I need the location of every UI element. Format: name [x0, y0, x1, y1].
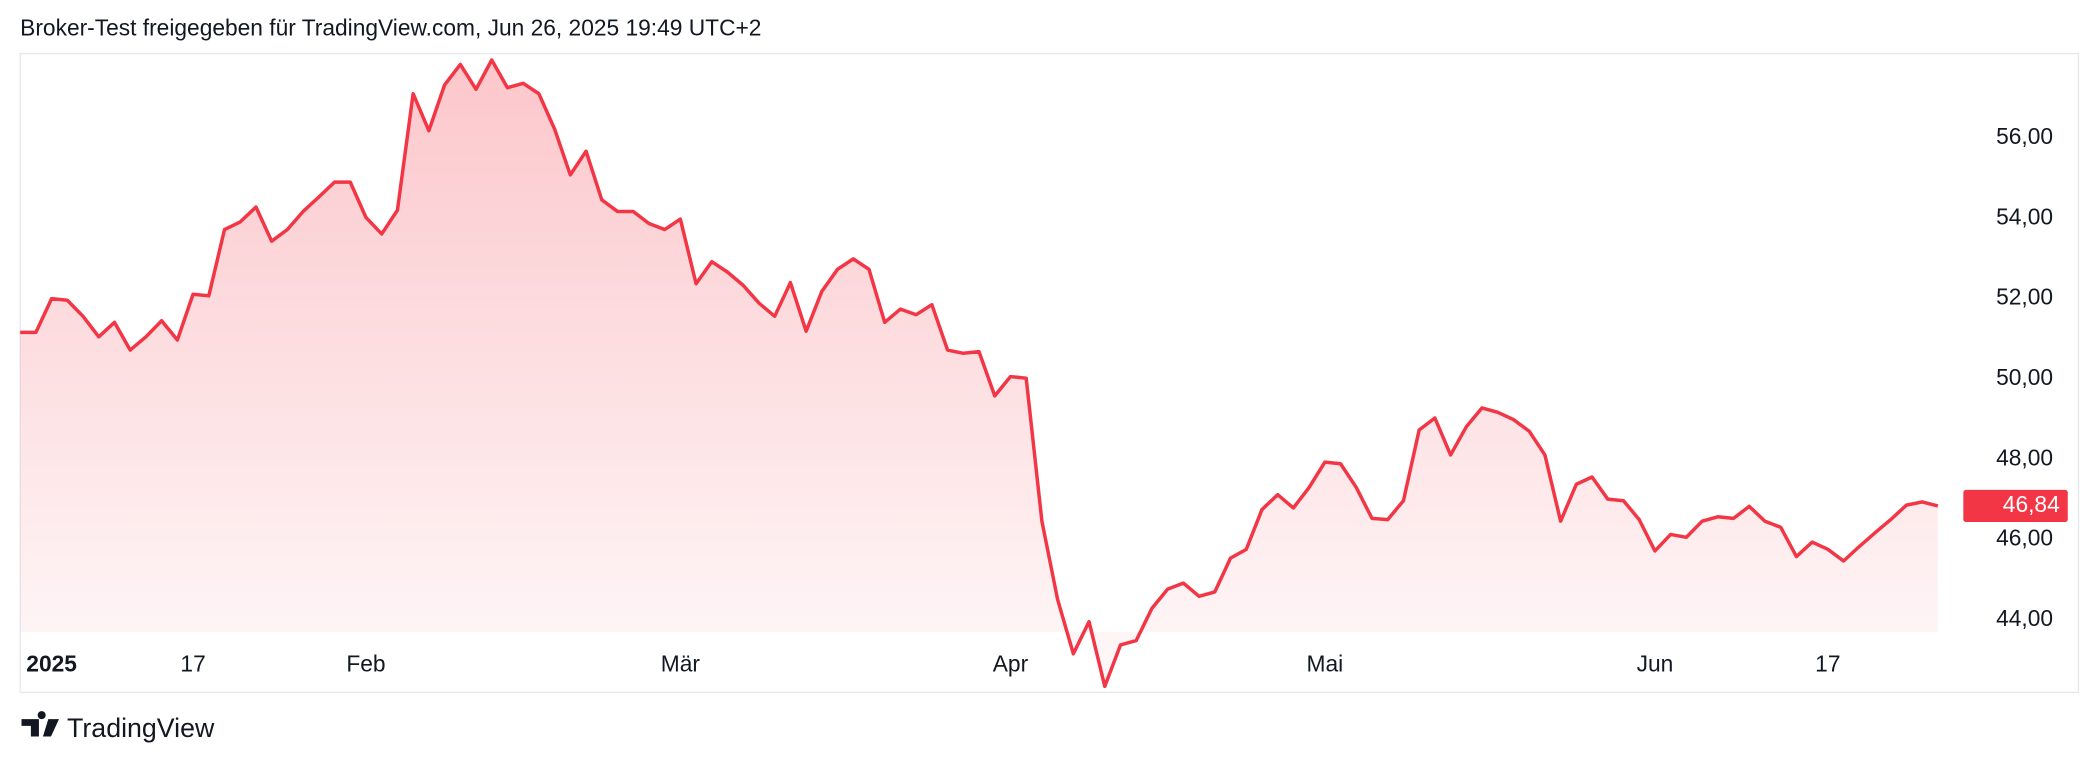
y-tick-label: 46,00	[1996, 525, 2053, 551]
x-tick-label: Jun	[1637, 651, 1674, 677]
last-value-badge	[1963, 489, 2068, 523]
last-value-label: 46,84	[2003, 491, 2060, 517]
y-tick-label: 52,00	[1996, 284, 2053, 310]
attribution: TradingView	[67, 713, 215, 743]
y-tick-label: 56,00	[1996, 123, 2053, 149]
x-tick-label: Mär	[661, 651, 701, 677]
y-tick-label: 48,00	[1996, 444, 2053, 470]
x-tick-label: 17	[1815, 651, 1840, 677]
x-tick-label: Feb	[346, 651, 385, 677]
x-tick-label: 17	[180, 651, 205, 677]
y-tick-label: 50,00	[1996, 364, 2053, 390]
x-tick-label: 2025	[26, 651, 77, 677]
y-tick-label: 44,00	[1996, 605, 2053, 631]
chart-title: Broker-Test freigegeben für TradingView.…	[20, 14, 761, 40]
logo	[21, 711, 60, 737]
x-tick-label: Apr	[993, 651, 1029, 677]
x-tick-label: Mai	[1307, 651, 1344, 677]
y-tick-label: 54,00	[1996, 203, 2053, 229]
price-line	[20, 58, 1939, 689]
area-fill	[20, 59, 1938, 687]
